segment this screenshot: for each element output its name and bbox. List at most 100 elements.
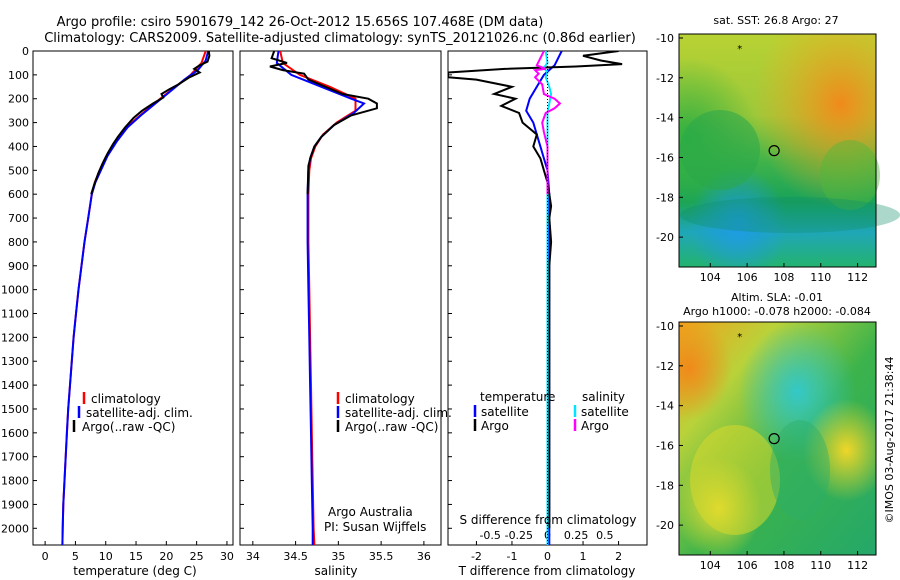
depth-tick-label: 400: [8, 140, 29, 153]
sla-map-title: Altim. SLA: -0.01: [731, 291, 823, 304]
depth-tick-label: 600: [8, 188, 29, 201]
depth-tick-label: 0: [22, 45, 29, 58]
legend-argo-label: Argo(..raw -QC): [345, 420, 438, 434]
legend-s-satellite-label: satellite: [581, 405, 629, 419]
temperature-legend: climatology satellite-adj. clim. Argo(..…: [72, 392, 193, 434]
x-tick-label: 30: [220, 550, 234, 563]
x-tick-label: 1: [580, 550, 587, 563]
depth-tick-label: 500: [8, 164, 29, 177]
map-y-tick-label: -12: [656, 360, 674, 373]
map-x-tick-label: 104: [700, 559, 721, 572]
argo-australia-label: Argo Australia: [328, 505, 413, 519]
map-y-tick-label: -18: [656, 479, 674, 492]
depth-tick-label: 1200: [1, 331, 29, 344]
depth-tick-label: 2000: [1, 522, 29, 535]
x-tick-label: 34.5: [283, 550, 308, 563]
depth-tick-label: 1300: [1, 355, 29, 368]
x-tick-label: 34: [246, 550, 260, 563]
depth-tick-label: 1400: [1, 379, 29, 392]
legend-argo-label: Argo(..raw -QC): [82, 420, 175, 434]
legend-temperature-heading: temperature: [480, 390, 555, 404]
depth-tick-label: 700: [8, 212, 29, 225]
legend-climatology-label: climatology: [345, 392, 415, 406]
difference-legend: temperature salinity satellite Argo sate…: [473, 390, 629, 433]
x-tick-label: 0: [42, 550, 49, 563]
x-tick-label: 15: [129, 550, 143, 563]
map-x-tick-label: 110: [810, 271, 831, 284]
map-y-tick-label: -18: [656, 191, 674, 204]
top-x-tick-label: 0.5: [596, 529, 614, 542]
depth-tick-label: 1000: [1, 284, 29, 297]
depth-tick-label: 1800: [1, 475, 29, 488]
star-marker: *: [737, 332, 742, 343]
series-line: [525, 51, 563, 545]
map-y-tick-label: -20: [656, 519, 674, 532]
depth-tick-label: 1900: [1, 498, 29, 511]
depth-tick-label: 1500: [1, 403, 29, 416]
temperature-x-label: temperature (deg C): [73, 564, 196, 578]
depth-tick-label: 300: [8, 117, 29, 130]
pi-name-label: PI: Susan Wijffels: [324, 520, 426, 534]
series-line: [269, 51, 378, 195]
x-tick-label: 0: [544, 550, 551, 563]
legend-t-argo-label: Argo: [481, 419, 509, 433]
map-x-tick-label: 108: [773, 271, 794, 284]
legend-salinity-heading: salinity: [582, 390, 625, 404]
map-x-tick-label: 112: [847, 559, 868, 572]
depth-tick-label: 1600: [1, 427, 29, 440]
map-y-tick-label: -16: [656, 151, 674, 164]
temperature-panel-frame: [32, 50, 234, 546]
sst-map-title: sat. SST: 26.8 Argo: 27: [713, 14, 838, 27]
figure-title-line1: Argo profile: csiro 5901679_142 26-Oct-2…: [57, 15, 544, 30]
x-tick-label: 35: [331, 550, 345, 563]
x-tick-label: 25: [190, 550, 204, 563]
x-tick-label: 2: [615, 550, 622, 563]
map-y-tick-label: -14: [656, 112, 674, 125]
x-tick-label: 5: [72, 550, 79, 563]
map-x-tick-label: 112: [847, 271, 868, 284]
top-x-tick-label: -0.25: [505, 529, 533, 542]
legend-climatology-label: climatology: [91, 392, 161, 406]
series-line: [532, 51, 562, 195]
star-marker: *: [737, 44, 742, 55]
map-x-tick-label: 106: [737, 559, 758, 572]
map-x-tick-label: 110: [810, 559, 831, 572]
map-y-tick-label: -10: [656, 320, 674, 333]
x-tick-label: 20: [159, 550, 173, 563]
x-tick-label: 35.5: [369, 550, 394, 563]
map-y-tick-label: -14: [656, 400, 674, 413]
depth-tick-label: 900: [8, 260, 29, 273]
argo-position-marker: [768, 145, 780, 157]
map-x-tick-label: 108: [773, 559, 794, 572]
sla-map: [678, 321, 877, 556]
legend-satellite-label: satellite-adj. clim.: [86, 406, 193, 420]
depth-tick-label: 200: [8, 93, 29, 106]
salinity-legend: climatology satellite-adj. clim. Argo(..…: [336, 392, 452, 434]
top-x-tick-label: -0.5: [479, 529, 500, 542]
x-tick-label: 36: [417, 550, 431, 563]
argo-position-marker: [768, 433, 780, 445]
imos-timestamp: ©IMOS 03-Aug-2017 21:38:44: [883, 357, 896, 524]
difference-top-x-label: S difference from climatology: [460, 513, 637, 527]
legend-s-argo-label: Argo: [581, 419, 609, 433]
depth-tick-label: 1700: [1, 451, 29, 464]
map-x-tick-label: 104: [700, 271, 721, 284]
map-x-tick-label: 106: [737, 271, 758, 284]
x-tick-label: 10: [99, 550, 113, 563]
x-tick-label: -2: [471, 550, 482, 563]
map-y-tick-label: -20: [656, 231, 674, 244]
legend-t-satellite-label: satellite: [481, 405, 529, 419]
depth-tick-label: 800: [8, 236, 29, 249]
map-y-tick-label: -16: [656, 439, 674, 452]
difference-x-label: T difference from climatology: [458, 564, 636, 578]
sst-map: [678, 33, 900, 268]
depth-tick-label: 1100: [1, 308, 29, 321]
map-y-tick-label: -12: [656, 72, 674, 85]
series-line: [448, 51, 623, 529]
top-x-tick-label: 0.25: [564, 529, 589, 542]
legend-satellite-label: satellite-adj. clim.: [345, 406, 452, 420]
salinity-x-label: salinity: [314, 564, 357, 578]
sla-map-subtitle: Argo h1000: -0.078 h2000: -0.084: [683, 305, 871, 318]
salinity-panel-frame: [239, 50, 442, 546]
